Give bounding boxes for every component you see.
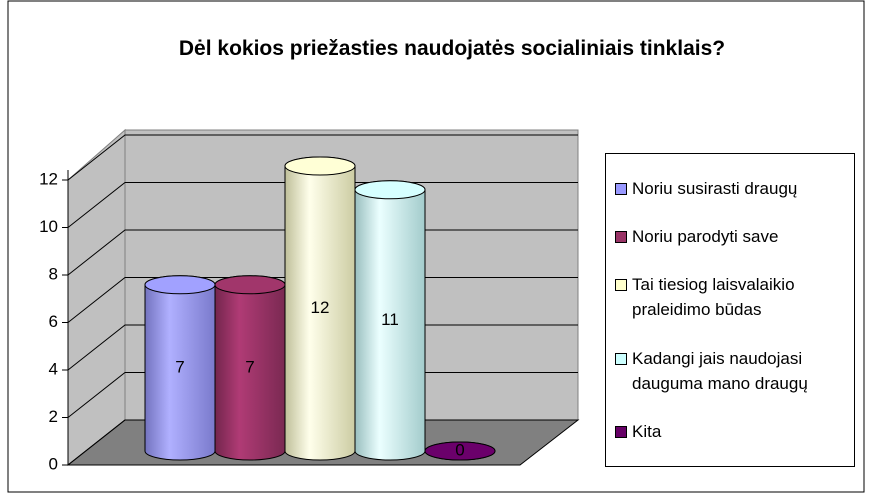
legend-item: Kadangi jais naudojasi dauguma mano drau… — [615, 346, 854, 396]
y-tick-label: 12 — [39, 169, 58, 188]
side-wall — [67, 128, 126, 467]
grid-line — [67, 324, 578, 371]
grid-line — [67, 182, 578, 228]
legend: Noriu susirasti draugų Noriu parodyti sav… — [605, 153, 855, 467]
legend-item: Kita — [615, 419, 854, 444]
legend-label: Tai tiesiog laisvalaikio praleidimo būda… — [632, 275, 795, 320]
legend-swatch — [615, 182, 627, 195]
legend-label: Kita — [632, 422, 662, 442]
legend-swatch — [615, 426, 627, 439]
grid-line — [67, 419, 578, 466]
grid-line — [67, 277, 578, 323]
grid-line — [67, 372, 578, 418]
bar-top — [354, 180, 426, 200]
y-tick-label: 10 — [39, 217, 58, 236]
legend-swatch — [615, 279, 627, 292]
value-label: 7 — [245, 357, 254, 376]
y-tick-label: 6 — [49, 312, 58, 331]
chart-title: Dėl kokios priežasties naudojatės social… — [178, 37, 726, 60]
y-tick-label: 4 — [49, 359, 58, 378]
grid-line — [67, 134, 578, 181]
legend-label: Noriu susirasti draugų — [632, 178, 798, 198]
y-tick-label: 8 — [49, 264, 58, 283]
bar-top — [214, 275, 286, 295]
legend-swatch — [615, 231, 627, 244]
bar-top — [284, 156, 356, 176]
y-tick-label: 2 — [49, 407, 58, 426]
chart-border — [7, 0, 865, 493]
legend-label: Noriu parodyti save — [632, 227, 779, 247]
value-label: 12 — [311, 298, 330, 317]
value-label: 0 — [455, 440, 464, 459]
legend-label: Kadangi jais naudojasi dauguma mano drau… — [632, 348, 808, 393]
bar-top — [144, 275, 216, 295]
value-label: 7 — [175, 357, 184, 376]
bar-top — [424, 441, 496, 461]
legend-item: Tai tiesiog laisvalaikio praleidimo būda… — [615, 272, 854, 322]
grid-line — [67, 229, 578, 276]
legend-item: Noriu susirasti draugų — [615, 176, 854, 201]
y-tick-label: 0 — [49, 454, 58, 473]
legend-swatch — [615, 352, 627, 365]
legend-item: Noriu parodyti save — [615, 224, 854, 249]
value-label: 11 — [381, 310, 399, 329]
marks: 0 2 4 6 8 10 12 7 7 12 11 0 — [39, 134, 578, 473]
